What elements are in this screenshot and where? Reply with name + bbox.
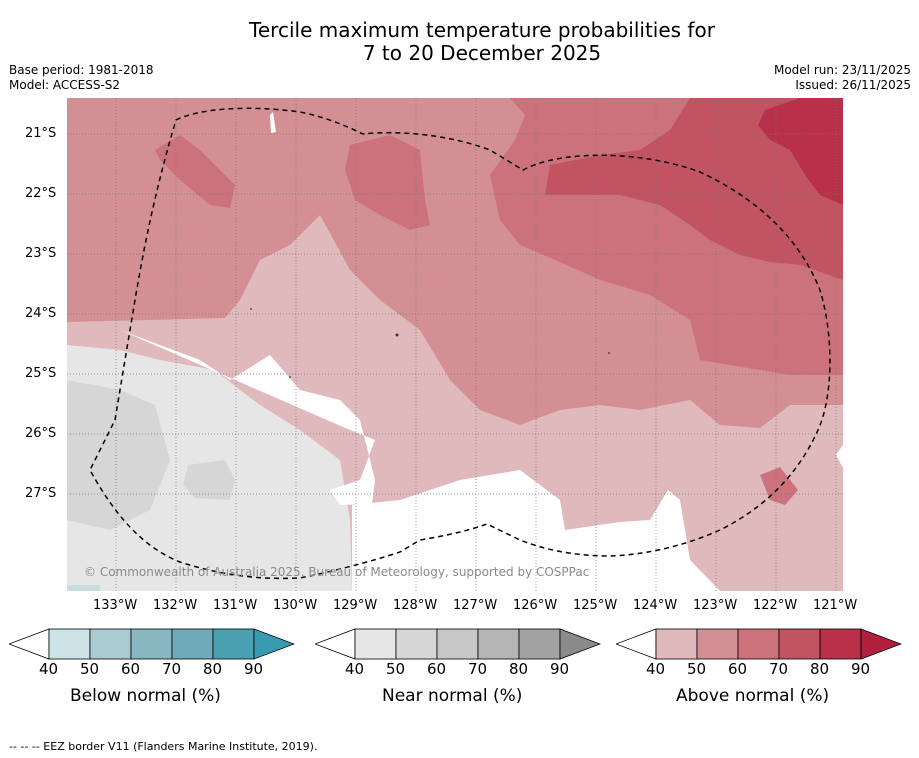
above-segment-2 xyxy=(696,628,739,660)
lat-label-23s: 23°S xyxy=(25,246,57,261)
below-tick-60: 60 xyxy=(121,660,141,678)
issued-date: Issued: 26/11/2025 xyxy=(795,78,911,92)
lon-label-126w: 126°W xyxy=(513,598,558,613)
map-title: Tercile maximum temperature probabilitie… xyxy=(0,19,919,65)
eez-footnote: -- -- -- EEZ border V11 (Flanders Marine… xyxy=(9,740,318,753)
above-tick-90: 90 xyxy=(851,660,871,678)
above-tick-50: 50 xyxy=(687,660,707,678)
near-tick-80: 80 xyxy=(509,660,529,678)
copyright-notice: © Commonwealth of Australia 2025, Bureau… xyxy=(84,565,590,579)
near-tick-50: 50 xyxy=(386,660,406,678)
lat-label-22s: 22°S xyxy=(25,186,57,201)
lon-label-124w: 124°W xyxy=(633,598,678,613)
eez-border xyxy=(89,107,831,580)
region-above-80 xyxy=(758,98,843,205)
region-near-patch xyxy=(67,585,100,591)
lat-label-26s: 26°S xyxy=(25,426,57,441)
above-segment-4 xyxy=(778,628,821,660)
region-near-50-small xyxy=(183,460,235,500)
model-run: Model run: 23/11/2025 xyxy=(773,63,911,77)
lon-label-132w: 132°W xyxy=(153,598,198,613)
title-line-2: 7 to 20 December 2025 xyxy=(362,41,602,65)
meta-left: Base period: 1981-2018 Model: ACCESS-S2 xyxy=(9,63,154,93)
below-segment-2 xyxy=(89,628,132,660)
colorbar-above-normal xyxy=(616,628,902,660)
near-segment-2 xyxy=(395,628,438,660)
above-tick-60: 60 xyxy=(728,660,748,678)
below-segment-1 xyxy=(48,628,91,660)
lon-label-129w: 129°W xyxy=(333,598,378,613)
below-tick-70: 70 xyxy=(162,660,182,678)
below-segment-3 xyxy=(130,628,173,660)
near-segment-5 xyxy=(518,628,561,660)
above-extend-high xyxy=(860,628,902,660)
lon-label-131w: 131°W xyxy=(213,598,258,613)
near-extend-high xyxy=(559,628,601,660)
region-none-edge xyxy=(836,445,843,468)
near-tick-70: 70 xyxy=(468,660,488,678)
below-extend-high xyxy=(253,628,295,660)
title-line-1: Tercile maximum temperature probabilitie… xyxy=(249,18,715,42)
region-none xyxy=(120,330,375,505)
region-near-50 xyxy=(67,380,170,530)
islands xyxy=(250,308,610,378)
above-tick-40: 40 xyxy=(646,660,666,678)
near-tick-40: 40 xyxy=(345,660,365,678)
lon-label-133w: 133°W xyxy=(93,598,138,613)
base-period: Base period: 1981-2018 xyxy=(9,63,154,77)
above-extend-low xyxy=(616,628,657,660)
lon-label-125w: 125°W xyxy=(573,598,618,613)
near-segment-3 xyxy=(436,628,479,660)
colorbar-near-label: Near normal (%) xyxy=(382,686,523,706)
region-above-60-d xyxy=(760,467,798,505)
above-tick-70: 70 xyxy=(769,660,789,678)
region-above-70 xyxy=(545,98,843,280)
colorbar-below-normal xyxy=(9,628,295,660)
near-segment-1 xyxy=(354,628,397,660)
meta-right: Model run: 23/11/2025 Issued: 26/11/2025 xyxy=(774,63,911,93)
below-tick-80: 80 xyxy=(203,660,223,678)
lon-label-122w: 122°W xyxy=(753,598,798,613)
colorbar-near-normal xyxy=(315,628,601,660)
region-none-blotch xyxy=(270,112,276,133)
above-segment-1 xyxy=(655,628,698,660)
lon-label-130w: 130°W xyxy=(273,598,318,613)
colorbar-below-label: Below normal (%) xyxy=(70,686,221,706)
colorbar-above-label: Above normal (%) xyxy=(676,686,830,706)
below-extend-low xyxy=(9,628,50,660)
region-above-60 xyxy=(155,135,235,208)
lon-label-123w: 123°W xyxy=(693,598,738,613)
near-extend-low xyxy=(315,628,356,660)
model-name: Model: ACCESS-S2 xyxy=(9,78,121,92)
below-tick-90: 90 xyxy=(244,660,264,678)
lat-label-27s: 27°S xyxy=(25,486,57,501)
gridlines xyxy=(67,98,843,591)
below-segment-4 xyxy=(171,628,214,660)
near-segment-4 xyxy=(477,628,520,660)
lon-label-128w: 128°W xyxy=(393,598,438,613)
lon-label-121w: 121°W xyxy=(813,598,858,613)
lat-label-21s: 21°S xyxy=(25,126,57,141)
below-tick-40: 40 xyxy=(39,660,59,678)
lat-label-24s: 24°S xyxy=(25,306,57,321)
above-segment-3 xyxy=(737,628,780,660)
below-segment-5 xyxy=(212,628,255,660)
near-tick-60: 60 xyxy=(427,660,447,678)
near-tick-90: 90 xyxy=(550,660,570,678)
below-tick-50: 50 xyxy=(80,660,100,678)
region-above-60-b xyxy=(345,135,430,230)
above-tick-80: 80 xyxy=(810,660,830,678)
lon-label-127w: 127°W xyxy=(453,598,498,613)
above-segment-5 xyxy=(819,628,862,660)
lat-label-25s: 25°S xyxy=(25,366,57,381)
